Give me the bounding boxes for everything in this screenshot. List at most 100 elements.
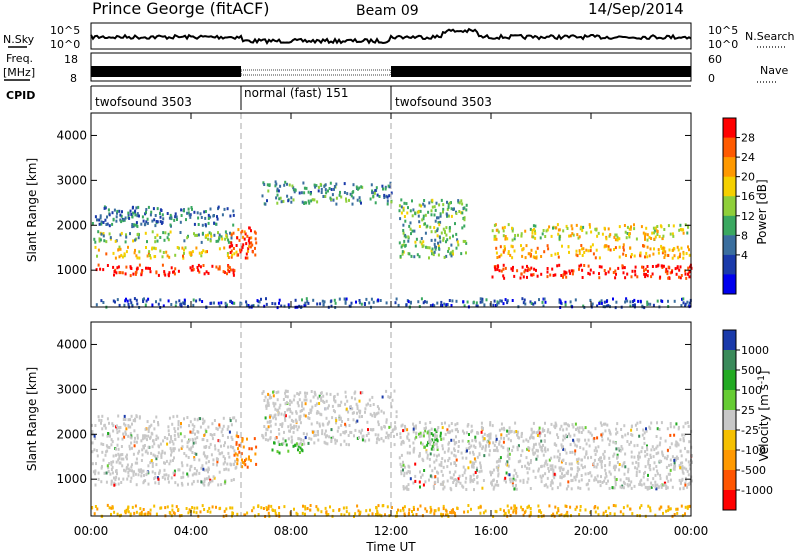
range-time-cell — [204, 446, 207, 449]
range-time-cell — [505, 471, 508, 475]
range-time-cell — [297, 425, 300, 429]
range-time-cell — [646, 486, 649, 490]
range-time-cell — [276, 189, 279, 193]
range-time-cell — [301, 449, 304, 453]
range-time-cell — [199, 510, 202, 514]
range-time-cell — [212, 475, 215, 479]
range-time-cell — [679, 481, 682, 484]
range-time-cell — [604, 468, 607, 472]
range-time-cell — [200, 240, 203, 244]
range-time-cell — [346, 399, 349, 403]
range-time-cell — [502, 440, 505, 444]
range-time-cell — [684, 272, 687, 276]
range-time-cell — [159, 211, 161, 215]
range-time-cell — [133, 511, 136, 515]
range-time-cell — [594, 227, 597, 231]
range-time-cell — [685, 252, 688, 255]
range-time-cell — [241, 465, 244, 469]
colorbar-tick-label: 4 — [741, 249, 748, 262]
range-time-cell — [100, 299, 103, 303]
range-time-cell — [602, 511, 605, 515]
range-time-cell — [408, 252, 411, 256]
range-time-cell — [390, 191, 393, 195]
range-time-cell — [631, 269, 634, 273]
range-time-cell — [118, 245, 121, 249]
range-time-cell — [274, 417, 277, 421]
range-time-cell — [156, 233, 159, 237]
range-time-cell — [495, 246, 498, 250]
range-time-cell — [474, 435, 477, 439]
range-time-cell — [209, 478, 212, 482]
range-time-cell — [531, 229, 534, 233]
range-time-cell — [134, 248, 136, 252]
range-time-cell — [145, 299, 148, 303]
range-time-cell — [411, 229, 414, 233]
range-time-cell — [151, 247, 153, 251]
range-time-cell — [598, 256, 601, 260]
range-time-cell — [349, 430, 352, 434]
range-time-cell — [465, 456, 468, 460]
range-time-cell — [226, 254, 229, 258]
range-time-cell — [616, 461, 619, 464]
range-time-cell — [230, 255, 233, 259]
range-time-cell — [654, 513, 657, 517]
range-time-cell — [580, 463, 583, 467]
range-time-cell — [297, 444, 300, 448]
range-time-cell — [247, 304, 250, 307]
range-time-cell — [440, 437, 443, 441]
range-time-cell — [465, 447, 468, 451]
range-time-cell — [118, 461, 121, 465]
range-time-cell — [669, 458, 672, 462]
range-time-cell — [241, 229, 244, 233]
range-time-cell — [117, 248, 120, 252]
range-time-cell — [260, 297, 262, 301]
range-time-cell — [321, 299, 324, 303]
range-time-cell — [548, 458, 551, 462]
range-time-cell — [290, 196, 293, 200]
range-time-cell — [512, 477, 515, 481]
range-time-cell — [671, 256, 674, 260]
range-time-cell — [348, 304, 351, 308]
range-time-cell — [453, 478, 456, 482]
nsky-label: N.Sky — [3, 33, 35, 46]
range-time-cell — [107, 470, 110, 473]
range-time-cell — [533, 443, 535, 447]
range-time-cell — [615, 478, 618, 481]
range-time-cell — [552, 474, 555, 478]
range-time-cell — [165, 459, 168, 463]
range-time-cell — [687, 266, 690, 270]
range-time-cell — [386, 505, 389, 509]
range-time-cell — [681, 433, 684, 437]
range-time-cell — [441, 444, 444, 448]
range-time-cell — [216, 217, 219, 221]
range-time-cell — [546, 448, 549, 452]
range-time-cell — [295, 419, 298, 423]
range-time-cell — [656, 225, 659, 228]
range-time-cell — [562, 428, 565, 432]
range-time-cell — [108, 224, 111, 228]
range-time-cell — [137, 205, 140, 209]
range-time-cell — [509, 253, 512, 257]
range-time-cell — [114, 300, 116, 304]
range-time-cell — [101, 414, 104, 418]
power-colorbar-label: Power [dB] — [755, 179, 769, 244]
range-time-cell — [151, 219, 154, 223]
range-time-cell — [506, 447, 509, 451]
range-time-cell — [393, 434, 395, 438]
range-time-cell — [536, 246, 539, 250]
range-time-cell — [315, 411, 318, 415]
range-time-cell — [180, 422, 182, 425]
range-time-cell — [255, 241, 258, 245]
range-time-cell — [375, 441, 378, 445]
range-time-cell — [227, 256, 230, 259]
range-time-cell — [172, 471, 175, 475]
range-time-cell — [117, 437, 120, 441]
range-time-cell — [529, 510, 532, 514]
range-time-cell — [199, 265, 202, 269]
range-time-cell — [657, 451, 660, 455]
range-time-cell — [557, 228, 560, 232]
range-time-cell — [677, 248, 680, 252]
range-time-cell — [688, 248, 690, 252]
range-time-cell — [658, 507, 661, 511]
range-time-cell — [437, 253, 440, 257]
